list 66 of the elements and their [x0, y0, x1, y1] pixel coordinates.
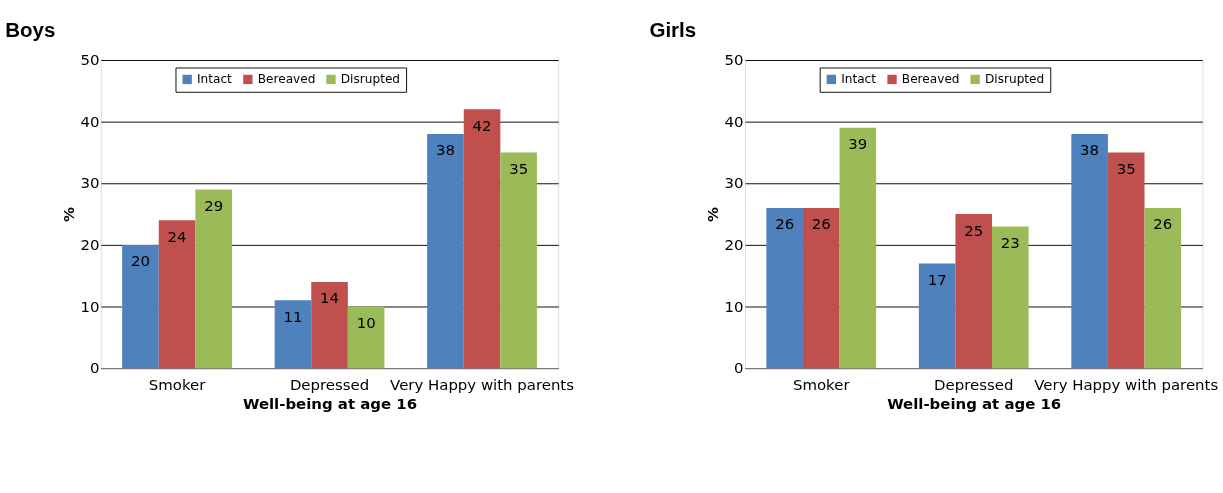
- bar: [347, 306, 385, 369]
- x-tick-label: Depressed: [934, 376, 1014, 395]
- legend-label: Bereaved: [257, 72, 316, 87]
- bar: [274, 300, 312, 369]
- y-tick-label: 50: [80, 51, 100, 70]
- bar: [463, 109, 501, 369]
- x-tick-label: Smoker: [148, 376, 207, 395]
- data-label: 29: [204, 196, 224, 215]
- bar: [311, 281, 348, 369]
- y-tick-label: 50: [724, 51, 744, 70]
- y-tick-label: 40: [80, 112, 100, 131]
- legend-label: Bereaved: [901, 72, 960, 87]
- x-tick-label: Very Happy with parents: [1034, 376, 1219, 395]
- data-label: 20: [130, 252, 150, 271]
- data-label: 35: [509, 159, 529, 178]
- bar: [122, 244, 159, 369]
- data-label: 11: [283, 307, 303, 326]
- y-axis-title: %: [59, 207, 78, 223]
- bar: [918, 263, 956, 369]
- data-label: 39: [848, 135, 868, 154]
- bar: [992, 226, 1029, 369]
- data-label: 10: [356, 314, 376, 332]
- data-label: 26: [775, 215, 795, 234]
- legend-label: Intact: [196, 72, 233, 87]
- y-tick-label: 10: [724, 297, 744, 316]
- data-label: 23: [1000, 233, 1020, 252]
- bar: [955, 214, 993, 369]
- legend-label: Disrupted: [984, 72, 1045, 87]
- y-tick-label: 0: [89, 359, 100, 378]
- bar: [1107, 152, 1145, 369]
- bar: [839, 127, 877, 369]
- x-tick-label: Very Happy with parents: [390, 376, 575, 395]
- bar: [1071, 134, 1108, 369]
- y-tick-label: 10: [80, 297, 100, 316]
- legend-label: Intact: [841, 72, 877, 87]
- y-tick-label: 20: [724, 236, 744, 255]
- data-label: 26: [811, 215, 831, 234]
- y-tick-label: 20: [80, 236, 100, 255]
- data-label: 14: [320, 289, 340, 308]
- y-tick-label: 30: [724, 174, 744, 193]
- bar: [195, 189, 232, 369]
- bar: [802, 207, 840, 369]
- data-label: 24: [167, 227, 187, 246]
- data-label: 17: [927, 270, 947, 289]
- bar: [158, 220, 196, 369]
- x-axis-title: Well-being at age 16: [887, 394, 1062, 413]
- legend-label: Disrupted: [340, 72, 401, 87]
- x-tick-label: Depressed: [289, 376, 370, 395]
- y-tick-label: 30: [80, 174, 100, 193]
- data-label: 25: [964, 221, 984, 240]
- bar: [427, 134, 464, 369]
- data-label: 42: [472, 116, 492, 135]
- y-tick-label: 40: [724, 112, 744, 131]
- bar: [766, 207, 803, 369]
- data-label: 38: [1080, 141, 1100, 160]
- data-label: 26: [1153, 215, 1173, 234]
- data-label: 38: [435, 141, 455, 160]
- y-tick-label: 0: [734, 359, 744, 378]
- bar: [1144, 207, 1182, 369]
- x-tick-label: Smoker: [792, 376, 851, 395]
- bar: [500, 152, 537, 369]
- y-axis-title: %: [704, 207, 723, 223]
- data-label: 35: [1116, 159, 1136, 178]
- chart-title: Girls: [649, 17, 697, 41]
- x-axis-title: Well-being at age 16: [242, 394, 418, 413]
- chart-title: Boys: [5, 17, 56, 41]
